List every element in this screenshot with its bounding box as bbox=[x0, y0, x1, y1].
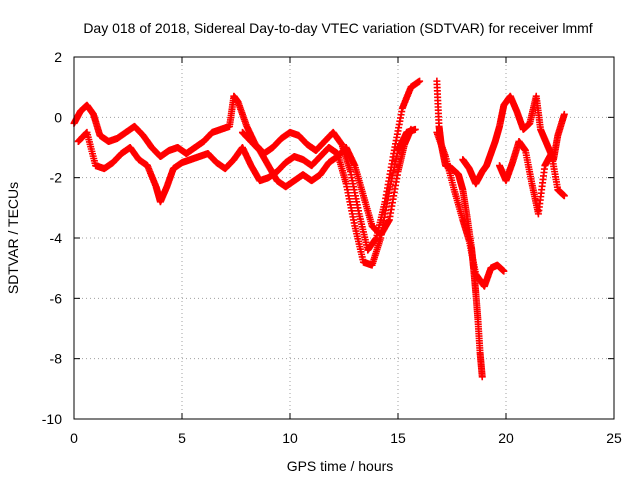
x-tick-label: 15 bbox=[390, 430, 406, 446]
series-track-g bbox=[496, 137, 568, 218]
y-tick-labels: -10 -8 -6 -4 -2 0 2 bbox=[42, 49, 62, 427]
x-tick-labels: 0 5 10 15 20 25 bbox=[70, 430, 622, 446]
y-tick-label: -4 bbox=[50, 230, 63, 246]
series-track-a bbox=[70, 77, 424, 254]
plot-frame bbox=[73, 56, 615, 420]
series-track-c bbox=[238, 125, 415, 239]
data-point bbox=[560, 192, 568, 200]
data-point bbox=[416, 77, 424, 85]
x-tick-label: 0 bbox=[70, 430, 78, 446]
x-axis-label: GPS time / hours bbox=[287, 458, 394, 474]
y-axis-label: SDTVAR / TECUs bbox=[5, 182, 21, 294]
y-tick-label: 0 bbox=[54, 109, 62, 125]
x-tick-label: 5 bbox=[178, 430, 186, 446]
x-tick-label: 20 bbox=[498, 430, 514, 446]
y-tick-label: -10 bbox=[42, 411, 62, 427]
y-tick-label: -6 bbox=[50, 290, 63, 306]
y-tick-label: 2 bbox=[54, 49, 62, 65]
data-points bbox=[70, 77, 568, 381]
y-tick-label: -8 bbox=[50, 351, 63, 367]
data-point bbox=[560, 110, 568, 118]
x-tick-label: 10 bbox=[282, 430, 298, 446]
y-tick-label: -2 bbox=[50, 170, 63, 186]
x-tick-label: 25 bbox=[606, 430, 622, 446]
data-point bbox=[500, 267, 508, 275]
data-point bbox=[478, 373, 486, 381]
data-point bbox=[407, 125, 415, 133]
chart-title: Day 018 of 2018, Sidereal Day-to-day VTE… bbox=[83, 20, 592, 36]
series-track-e bbox=[433, 128, 508, 290]
series-track-b bbox=[74, 125, 419, 269]
series-track-f bbox=[459, 92, 568, 188]
